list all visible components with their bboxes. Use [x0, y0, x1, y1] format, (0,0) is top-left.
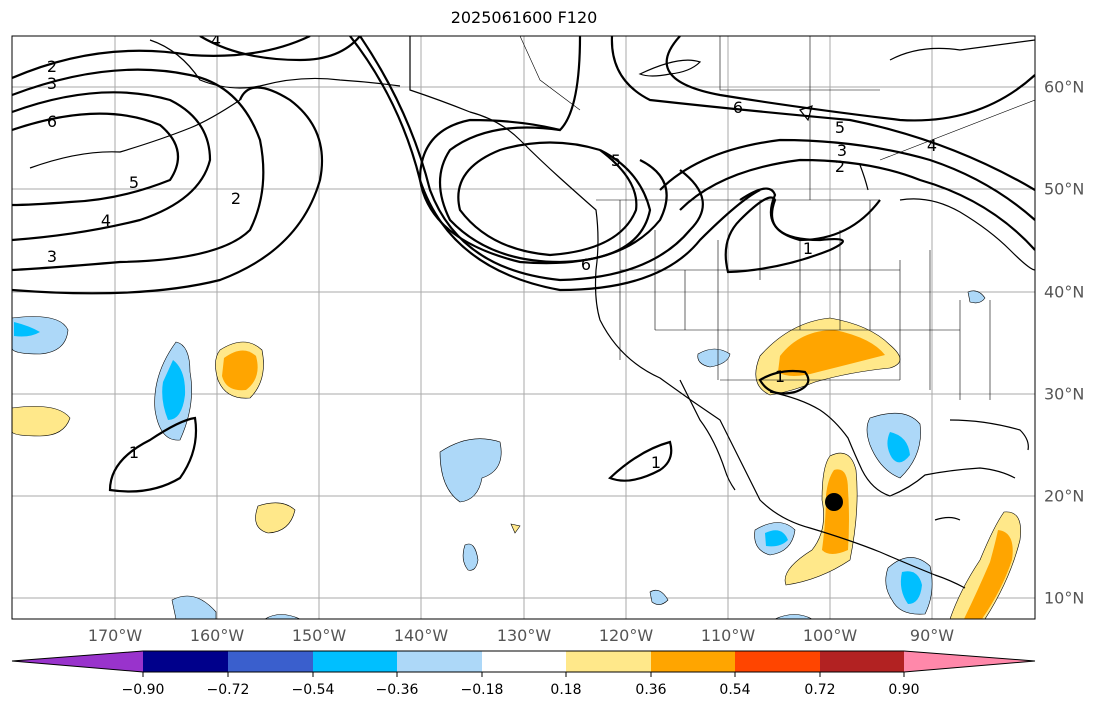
contour-label: 1: [651, 453, 661, 472]
plot-frame: [11, 35, 1036, 620]
contour-label: 1: [129, 443, 139, 462]
colorbar-tick-label: 0.54: [719, 682, 751, 698]
colorbar-tick-label: −0.54: [291, 682, 335, 698]
lon-label: 90°W: [909, 626, 955, 645]
contour-label: 5: [835, 118, 845, 137]
lat-label: 20°N: [1044, 486, 1085, 506]
map-title: 2025061600 F120: [450, 8, 598, 27]
lat-label: 10°N: [1044, 588, 1085, 608]
contour-label: 3: [47, 74, 57, 93]
lon-label: 150°W: [291, 626, 347, 645]
colorbar-tick-label: 0.72: [804, 682, 836, 698]
lat-label: 30°N: [1044, 384, 1085, 404]
contour-label: 6: [581, 255, 591, 274]
contour-label: 3: [47, 247, 57, 266]
colorbar-tick-label: 0.18: [550, 682, 582, 698]
contour-lines: [12, 36, 1035, 493]
colorbar-tick-label: 0.36: [635, 682, 667, 698]
lon-label: 170°W: [87, 626, 143, 645]
contour-label: 3: [837, 141, 847, 160]
contour-label: 2: [47, 57, 57, 76]
lat-label: 60°N: [1044, 77, 1085, 97]
contour-label-group: 2 3 6 5 4 3 2 4 5 6 1 1 6 5 4 3 2 1 1: [47, 31, 937, 472]
shaded-anomalies: [12, 290, 1021, 619]
colorbar: [11, 650, 1036, 677]
contour-label: 5: [129, 173, 139, 192]
contour-label: 4: [927, 136, 937, 155]
colorbar-tick-label: −0.90: [121, 682, 165, 698]
lat-label: 50°N: [1044, 179, 1085, 199]
lon-label: 140°W: [393, 626, 449, 645]
contour-label: 6: [47, 112, 57, 131]
contour-label: 1: [775, 367, 785, 386]
contour-label: 2: [835, 157, 845, 176]
storm-center-dot: [825, 493, 843, 511]
contour-label: 2: [231, 189, 241, 208]
colorbar-tick-label: −0.18: [460, 682, 504, 698]
colorbar-tick-label: 0.90: [888, 682, 920, 698]
lon-label: 130°W: [496, 626, 552, 645]
lon-label: 110°W: [700, 626, 756, 645]
colorbar-tick-label: −0.72: [206, 682, 250, 698]
lat-label: 40°N: [1044, 282, 1085, 302]
contour-label: 6: [733, 98, 743, 117]
contour-label: 1: [803, 239, 813, 258]
lon-label: 100°W: [802, 626, 858, 645]
lon-label: 160°W: [189, 626, 245, 645]
contour-label: 4: [211, 31, 221, 50]
contour-label: 4: [101, 211, 111, 230]
contour-label: 5: [611, 151, 621, 170]
colorbar-tick-label: −0.36: [375, 682, 419, 698]
lon-label: 120°W: [598, 626, 654, 645]
